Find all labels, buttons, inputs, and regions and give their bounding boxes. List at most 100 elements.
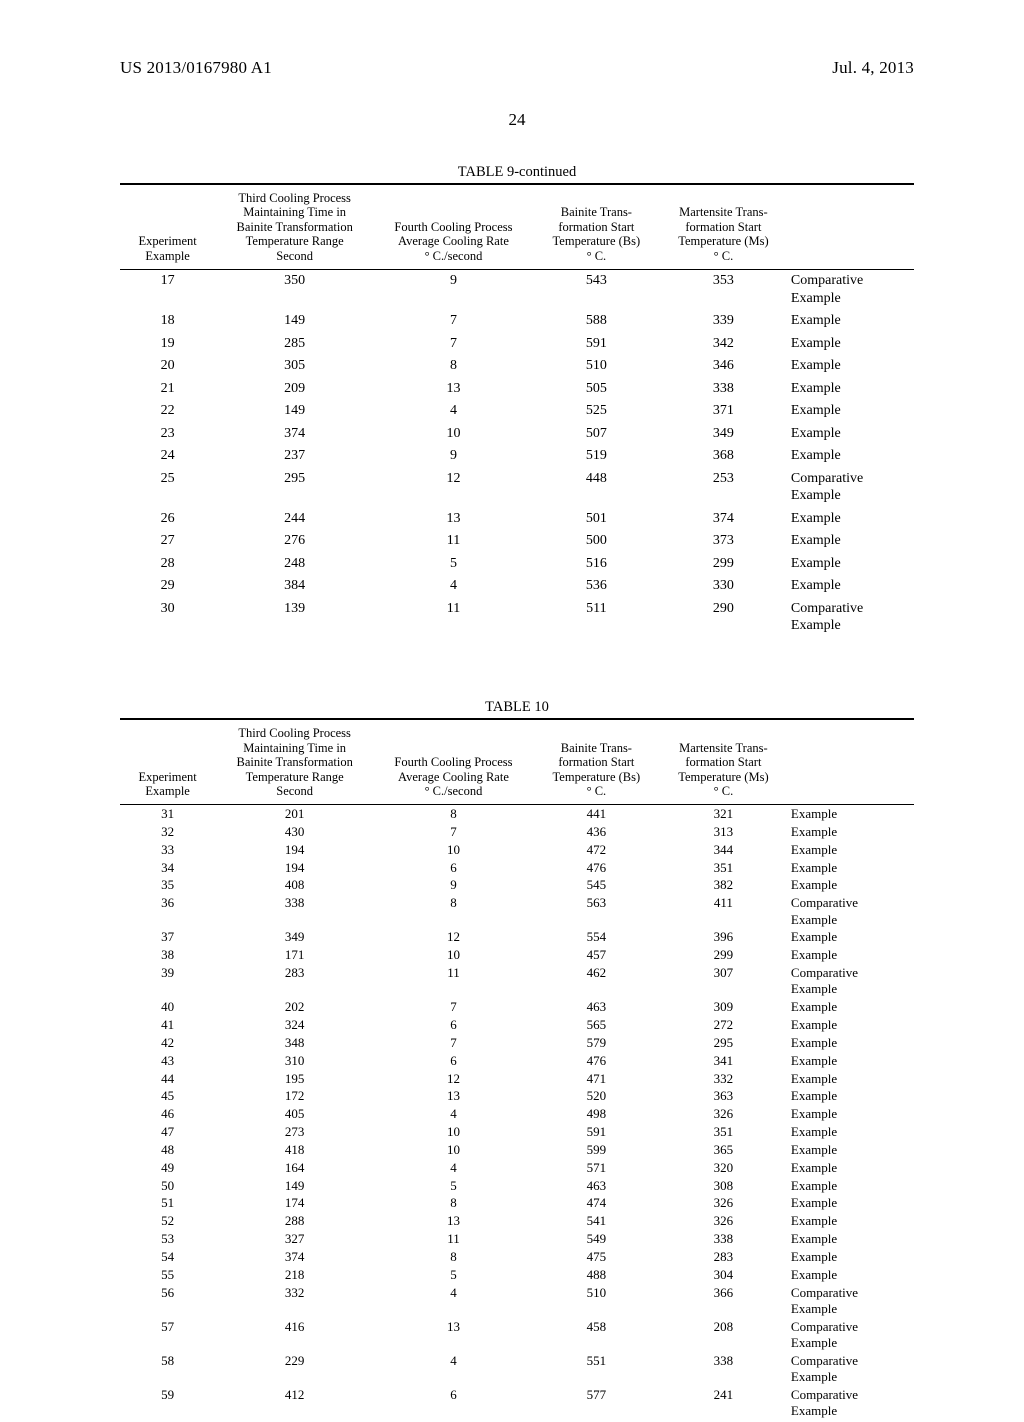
cell-experiment: 25 <box>120 467 215 507</box>
cell-ms-temp: 349 <box>660 422 787 445</box>
cell-note: ComparativeExample <box>787 270 914 310</box>
cell-fourth-cooling-rate: 9 <box>374 877 533 895</box>
cell-experiment: 27 <box>120 530 215 553</box>
page-header: US 2013/0167980 A1 Jul. 4, 2013 <box>120 58 914 78</box>
cell-bs-temp: 441 <box>533 805 660 823</box>
cell-experiment: 45 <box>120 1088 215 1106</box>
cell-fourth-cooling-rate: 11 <box>374 964 533 998</box>
cell-experiment: 37 <box>120 929 215 947</box>
cell-fourth-cooling-rate: 13 <box>374 1318 533 1352</box>
cell-note: Example <box>787 823 914 841</box>
cell-experiment: 36 <box>120 894 215 928</box>
t9-col1-header: Experiment Example <box>120 185 215 269</box>
cell-note: Example <box>787 1159 914 1177</box>
cell-ms-temp: 272 <box>660 1016 787 1034</box>
cell-experiment: 48 <box>120 1141 215 1159</box>
table-row: 282485516299Example <box>120 552 914 575</box>
cell-note: Example <box>787 1141 914 1159</box>
cell-note: Example <box>787 877 914 895</box>
cell-fourth-cooling-rate: 4 <box>374 400 533 423</box>
cell-note: Example <box>787 1052 914 1070</box>
table-row: 433106476341Example <box>120 1052 914 1070</box>
cell-fourth-cooling-rate: 7 <box>374 823 533 841</box>
cell-experiment: 41 <box>120 1016 215 1034</box>
table-row: 3734912554396Example <box>120 929 914 947</box>
cell-note: Example <box>787 1248 914 1266</box>
cell-third-cooling-time: 349 <box>215 929 374 947</box>
cell-bs-temp: 571 <box>533 1159 660 1177</box>
table-row: 3928311462307ComparativeExample <box>120 964 914 998</box>
cell-bs-temp: 510 <box>533 355 660 378</box>
cell-fourth-cooling-rate: 10 <box>374 1141 533 1159</box>
cell-ms-temp: 396 <box>660 929 787 947</box>
cell-note: Example <box>787 1230 914 1248</box>
cell-experiment: 19 <box>120 332 215 355</box>
cell-third-cooling-time: 295 <box>215 467 374 507</box>
table-row: 203058510346Example <box>120 355 914 378</box>
cell-note: Example <box>787 998 914 1016</box>
cell-bs-temp: 488 <box>533 1266 660 1284</box>
cell-third-cooling-time: 418 <box>215 1141 374 1159</box>
cell-bs-temp: 579 <box>533 1034 660 1052</box>
cell-experiment: 39 <box>120 964 215 998</box>
publication-number: US 2013/0167980 A1 <box>120 58 272 78</box>
cell-bs-temp: 474 <box>533 1195 660 1213</box>
cell-bs-temp: 463 <box>533 1177 660 1195</box>
cell-fourth-cooling-rate: 11 <box>374 530 533 553</box>
cell-third-cooling-time: 350 <box>215 270 374 310</box>
cell-ms-temp: 353 <box>660 270 787 310</box>
cell-ms-temp: 307 <box>660 964 787 998</box>
cell-note: ComparativeExample <box>787 964 914 998</box>
cell-fourth-cooling-rate: 10 <box>374 841 533 859</box>
cell-bs-temp: 507 <box>533 422 660 445</box>
cell-note: ComparativeExample <box>787 894 914 928</box>
cell-third-cooling-time: 171 <box>215 946 374 964</box>
cell-ms-temp: 368 <box>660 445 787 468</box>
table-row: 5332711549338Example <box>120 1230 914 1248</box>
cell-fourth-cooling-rate: 12 <box>374 1070 533 1088</box>
table10-caption: TABLE 10 <box>120 699 914 716</box>
t10-col5-header: Martensite Trans- formation Start Temper… <box>660 720 787 804</box>
cell-fourth-cooling-rate: 11 <box>374 1230 533 1248</box>
cell-bs-temp: 472 <box>533 841 660 859</box>
cell-note: Example <box>787 946 914 964</box>
table-row: 413246565272Example <box>120 1016 914 1034</box>
cell-experiment: 33 <box>120 841 215 859</box>
table-row: 2727611500373Example <box>120 530 914 553</box>
cell-bs-temp: 577 <box>533 1386 660 1420</box>
cell-third-cooling-time: 209 <box>215 377 374 400</box>
cell-bs-temp: 551 <box>533 1352 660 1386</box>
page-number: 24 <box>120 110 914 130</box>
cell-bs-temp: 476 <box>533 1052 660 1070</box>
cell-bs-temp: 448 <box>533 467 660 507</box>
cell-fourth-cooling-rate: 10 <box>374 946 533 964</box>
table-row: 2624413501374Example <box>120 507 914 530</box>
cell-bs-temp: 599 <box>533 1141 660 1159</box>
cell-third-cooling-time: 305 <box>215 355 374 378</box>
cell-ms-temp: 373 <box>660 530 787 553</box>
cell-third-cooling-time: 338 <box>215 894 374 928</box>
cell-experiment: 42 <box>120 1034 215 1052</box>
cell-ms-temp: 382 <box>660 877 787 895</box>
cell-ms-temp: 326 <box>660 1105 787 1123</box>
cell-experiment: 29 <box>120 575 215 598</box>
cell-ms-temp: 366 <box>660 1284 787 1318</box>
table-row: 341946476351Example <box>120 859 914 877</box>
cell-experiment: 57 <box>120 1318 215 1352</box>
cell-experiment: 44 <box>120 1070 215 1088</box>
cell-ms-temp: 351 <box>660 859 787 877</box>
cell-fourth-cooling-rate: 5 <box>374 552 533 575</box>
cell-experiment: 22 <box>120 400 215 423</box>
cell-fourth-cooling-rate: 7 <box>374 332 533 355</box>
table-row: 5741613458208ComparativeExample <box>120 1318 914 1352</box>
cell-third-cooling-time: 172 <box>215 1088 374 1106</box>
table-row: 2337410507349Example <box>120 422 914 445</box>
cell-note: ComparativeExample <box>787 1352 914 1386</box>
cell-third-cooling-time: 285 <box>215 332 374 355</box>
cell-note: ComparativeExample <box>787 597 914 637</box>
cell-third-cooling-time: 248 <box>215 552 374 575</box>
cell-third-cooling-time: 276 <box>215 530 374 553</box>
cell-ms-temp: 309 <box>660 998 787 1016</box>
cell-bs-temp: 525 <box>533 400 660 423</box>
cell-experiment: 53 <box>120 1230 215 1248</box>
